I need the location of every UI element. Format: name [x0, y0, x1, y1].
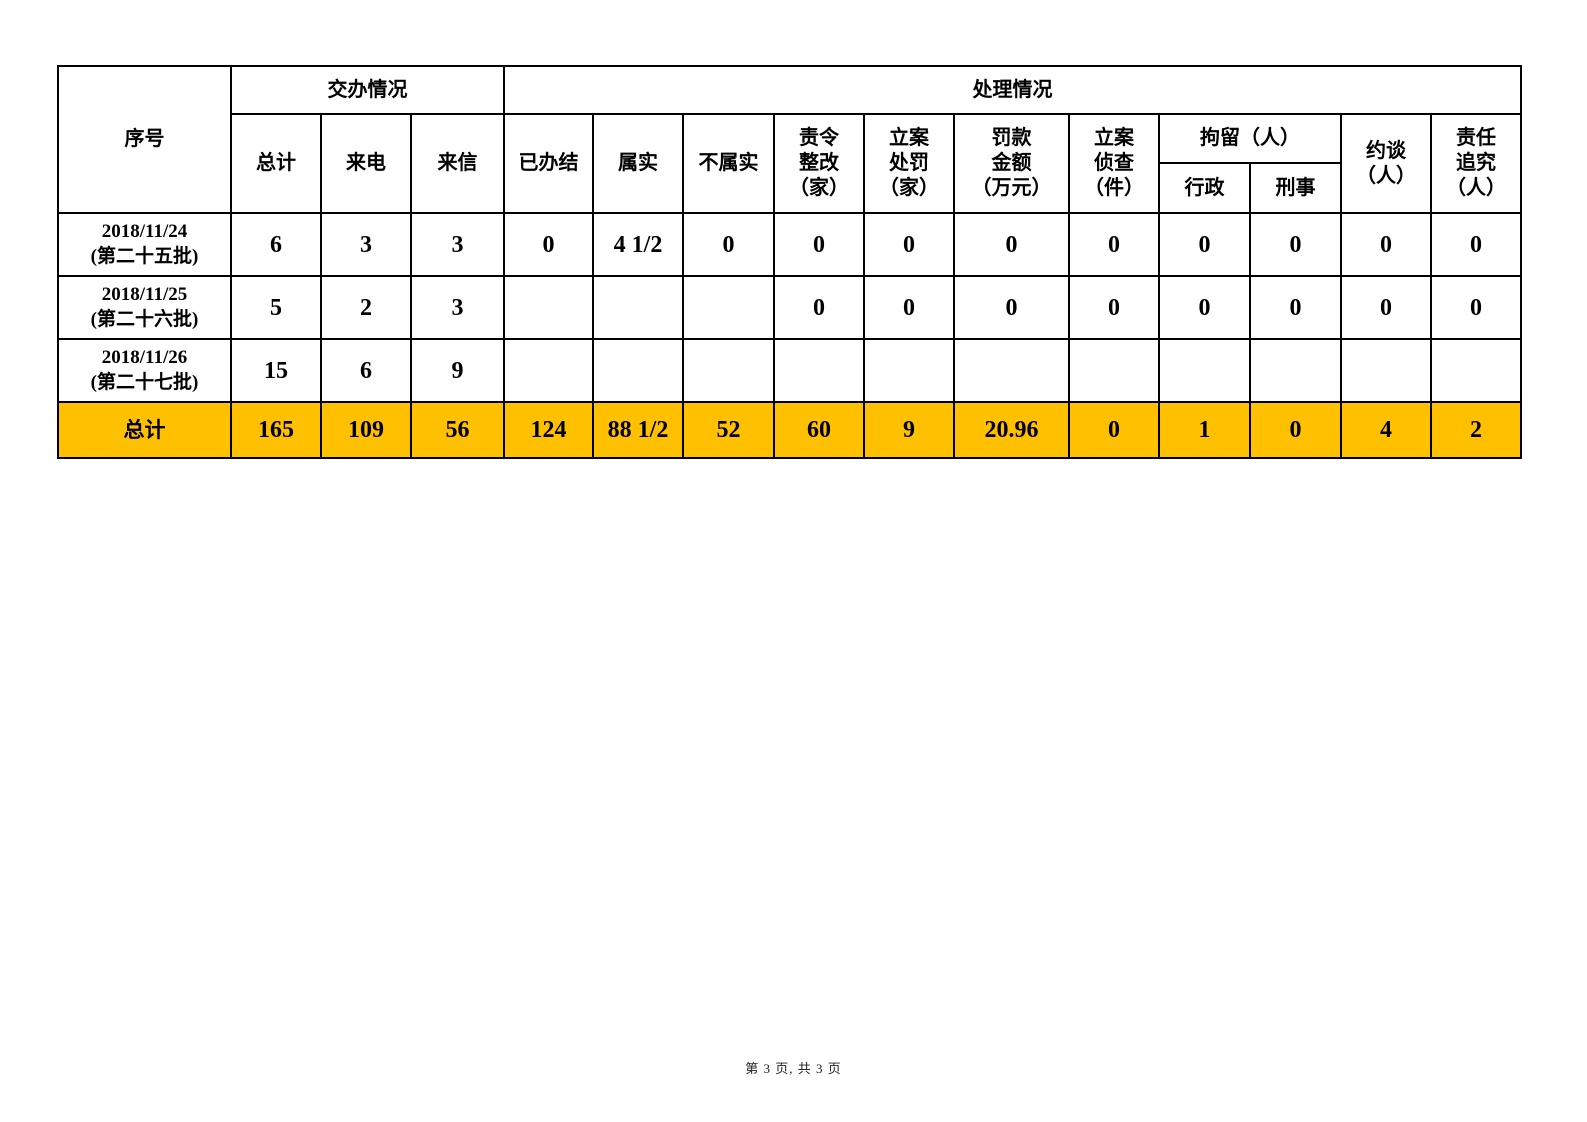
table-cell	[682, 275, 776, 340]
table-cell: 9	[409, 338, 506, 403]
table-cell	[592, 275, 685, 340]
total-cell: 1	[1158, 401, 1252, 459]
total-cell: 124	[503, 401, 595, 459]
total-cell: 0	[1249, 401, 1343, 459]
header-group-assign: 交办情况	[229, 65, 506, 115]
table-cell: 15	[230, 338, 322, 403]
total-cell: 60	[773, 401, 866, 459]
total-cell: 88 1/2	[592, 401, 685, 459]
table-cell: 3	[320, 212, 412, 277]
table-cell: 0	[1068, 275, 1161, 340]
total-cell: 52	[682, 401, 776, 459]
table-cell: 0	[1340, 275, 1433, 340]
header-total: 总计	[230, 113, 322, 214]
table-cell: 0	[1249, 212, 1343, 277]
table-cell	[592, 338, 685, 403]
table-cell	[1068, 338, 1161, 403]
table-cell: 2	[320, 275, 412, 340]
header-letters: 来信	[409, 113, 506, 214]
header-filed-investigation: 立案 侦查 （件）	[1068, 113, 1161, 214]
table-cell: 0	[953, 275, 1071, 340]
row-label: 2018/11/24 (第二十五批)	[57, 212, 232, 277]
header-group-handle: 处理情况	[503, 65, 1523, 115]
table-cell: 0	[773, 275, 866, 340]
table-cell: 0	[1158, 275, 1252, 340]
table-cell: 4 1/2	[592, 212, 685, 277]
total-cell: 165	[230, 401, 322, 459]
table-cell	[1430, 338, 1523, 403]
statistics-table: 序号 交办情况 处理情况 总计 来电 来信 已办结 属实 不属实 责令 整改 （…	[57, 65, 1523, 459]
header-detention-admin: 行政	[1158, 162, 1252, 214]
table-cell	[503, 338, 595, 403]
table-row-batch25: 2018/11/24 (第二十五批) 6 3 3 0 4 1/2 0 0 0 0…	[57, 212, 1523, 277]
table-cell: 0	[1340, 212, 1433, 277]
header-detention: 拘留（人）	[1158, 113, 1343, 164]
table-cell: 0	[1068, 212, 1161, 277]
table-cell: 0	[1430, 212, 1523, 277]
total-cell: 2	[1430, 401, 1523, 459]
table-row-batch26: 2018/11/25 (第二十六批) 5 2 3 0 0 0 0 0 0 0 0	[57, 275, 1523, 340]
table-row-batch27: 2018/11/26 (第二十七批) 15 6 9	[57, 338, 1523, 403]
total-label: 总计	[57, 401, 232, 459]
table-cell	[863, 338, 956, 403]
total-cell: 109	[320, 401, 412, 459]
header-calls: 来电	[320, 113, 412, 214]
total-cell: 0	[1068, 401, 1161, 459]
page-footer: 第 3 页, 共 3 页	[745, 1061, 842, 1076]
header-seq: 序号	[57, 65, 232, 214]
table-cell	[773, 338, 866, 403]
table-cell	[682, 338, 776, 403]
table-cell	[1158, 338, 1252, 403]
table-cell: 3	[409, 275, 506, 340]
table-row-total: 总计 165 109 56 124 88 1/2 52 60 9 20.96 0…	[57, 401, 1523, 459]
table-cell: 0	[682, 212, 776, 277]
table-cell	[953, 338, 1071, 403]
table-cell: 0	[773, 212, 866, 277]
table-cell	[1249, 338, 1343, 403]
table-cell: 6	[320, 338, 412, 403]
header-completed: 已办结	[503, 113, 595, 214]
header-detention-criminal: 刑事	[1249, 162, 1343, 214]
total-cell: 20.96	[953, 401, 1071, 459]
table-cell	[1340, 338, 1433, 403]
header-rectify: 责令 整改 （家）	[773, 113, 866, 214]
table-cell: 0	[863, 212, 956, 277]
table-cell: 0	[1249, 275, 1343, 340]
table-cell: 3	[409, 212, 506, 277]
total-cell: 9	[863, 401, 956, 459]
header-filed-penalty: 立案 处罚 （家）	[863, 113, 956, 214]
table-cell: 5	[230, 275, 322, 340]
header-fine-amount: 罚款 金额 （万元）	[953, 113, 1071, 214]
table-cell: 0	[1430, 275, 1523, 340]
header-accountability: 责任 追究 （人）	[1430, 113, 1523, 214]
header-interview: 约谈 （人）	[1340, 113, 1433, 214]
table-cell: 0	[503, 212, 595, 277]
table-cell: 0	[863, 275, 956, 340]
table-cell: 0	[1158, 212, 1252, 277]
header-unverified: 不属实	[682, 113, 776, 214]
table-cell: 6	[230, 212, 322, 277]
row-label: 2018/11/26 (第二十七批)	[57, 338, 232, 403]
header-verified: 属实	[592, 113, 685, 214]
table-cell	[503, 275, 595, 340]
total-cell: 56	[409, 401, 506, 459]
total-cell: 4	[1340, 401, 1433, 459]
table-cell: 0	[953, 212, 1071, 277]
row-label: 2018/11/25 (第二十六批)	[57, 275, 232, 340]
